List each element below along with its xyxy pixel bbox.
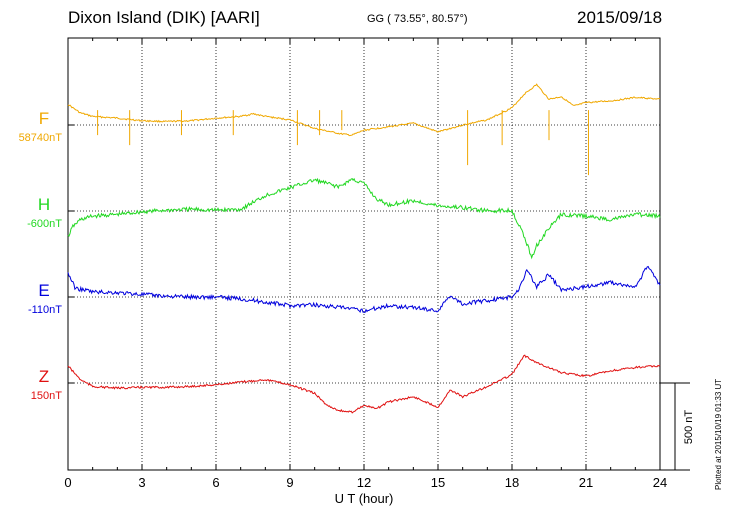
x-tick-label: 15	[431, 475, 445, 490]
scale-bar-label: 500 nT	[683, 410, 695, 445]
x-tick-label: 24	[653, 475, 667, 490]
station-coordinates: GG ( 73.55°, 80.57°)	[367, 13, 468, 25]
series-name-F: F	[39, 109, 49, 128]
x-tick-label: 3	[138, 475, 145, 490]
series-line-F	[67, 83, 661, 137]
x-axis-label: U T (hour)	[335, 491, 394, 506]
series-baseline-E: -110nT	[28, 304, 62, 316]
x-tick-label: 18	[505, 475, 519, 490]
series-baseline-H: -600nT	[27, 218, 62, 230]
series-name-Z: Z	[39, 367, 49, 386]
series-line-Z	[67, 354, 661, 414]
series-name-E: E	[38, 281, 49, 300]
series-line-E	[67, 265, 661, 314]
plotted-timestamp: Plotted at 2015/10/19 01:33 UT	[714, 378, 723, 490]
series-baseline-Z: 150nT	[31, 390, 62, 402]
chart-title: Dixon Island (DIK) [AARI]	[68, 8, 260, 27]
x-tick-label: 9	[286, 475, 293, 490]
series-line-H	[67, 177, 661, 260]
series-name-H: H	[38, 195, 50, 214]
x-tick-label: 21	[579, 475, 593, 490]
series-baseline-F: 58740nT	[19, 132, 63, 144]
chart-date: 2015/09/18	[577, 8, 663, 27]
x-tick-label: 0	[64, 475, 71, 490]
x-tick-label: 6	[212, 475, 219, 490]
x-tick-label: 12	[357, 475, 371, 490]
